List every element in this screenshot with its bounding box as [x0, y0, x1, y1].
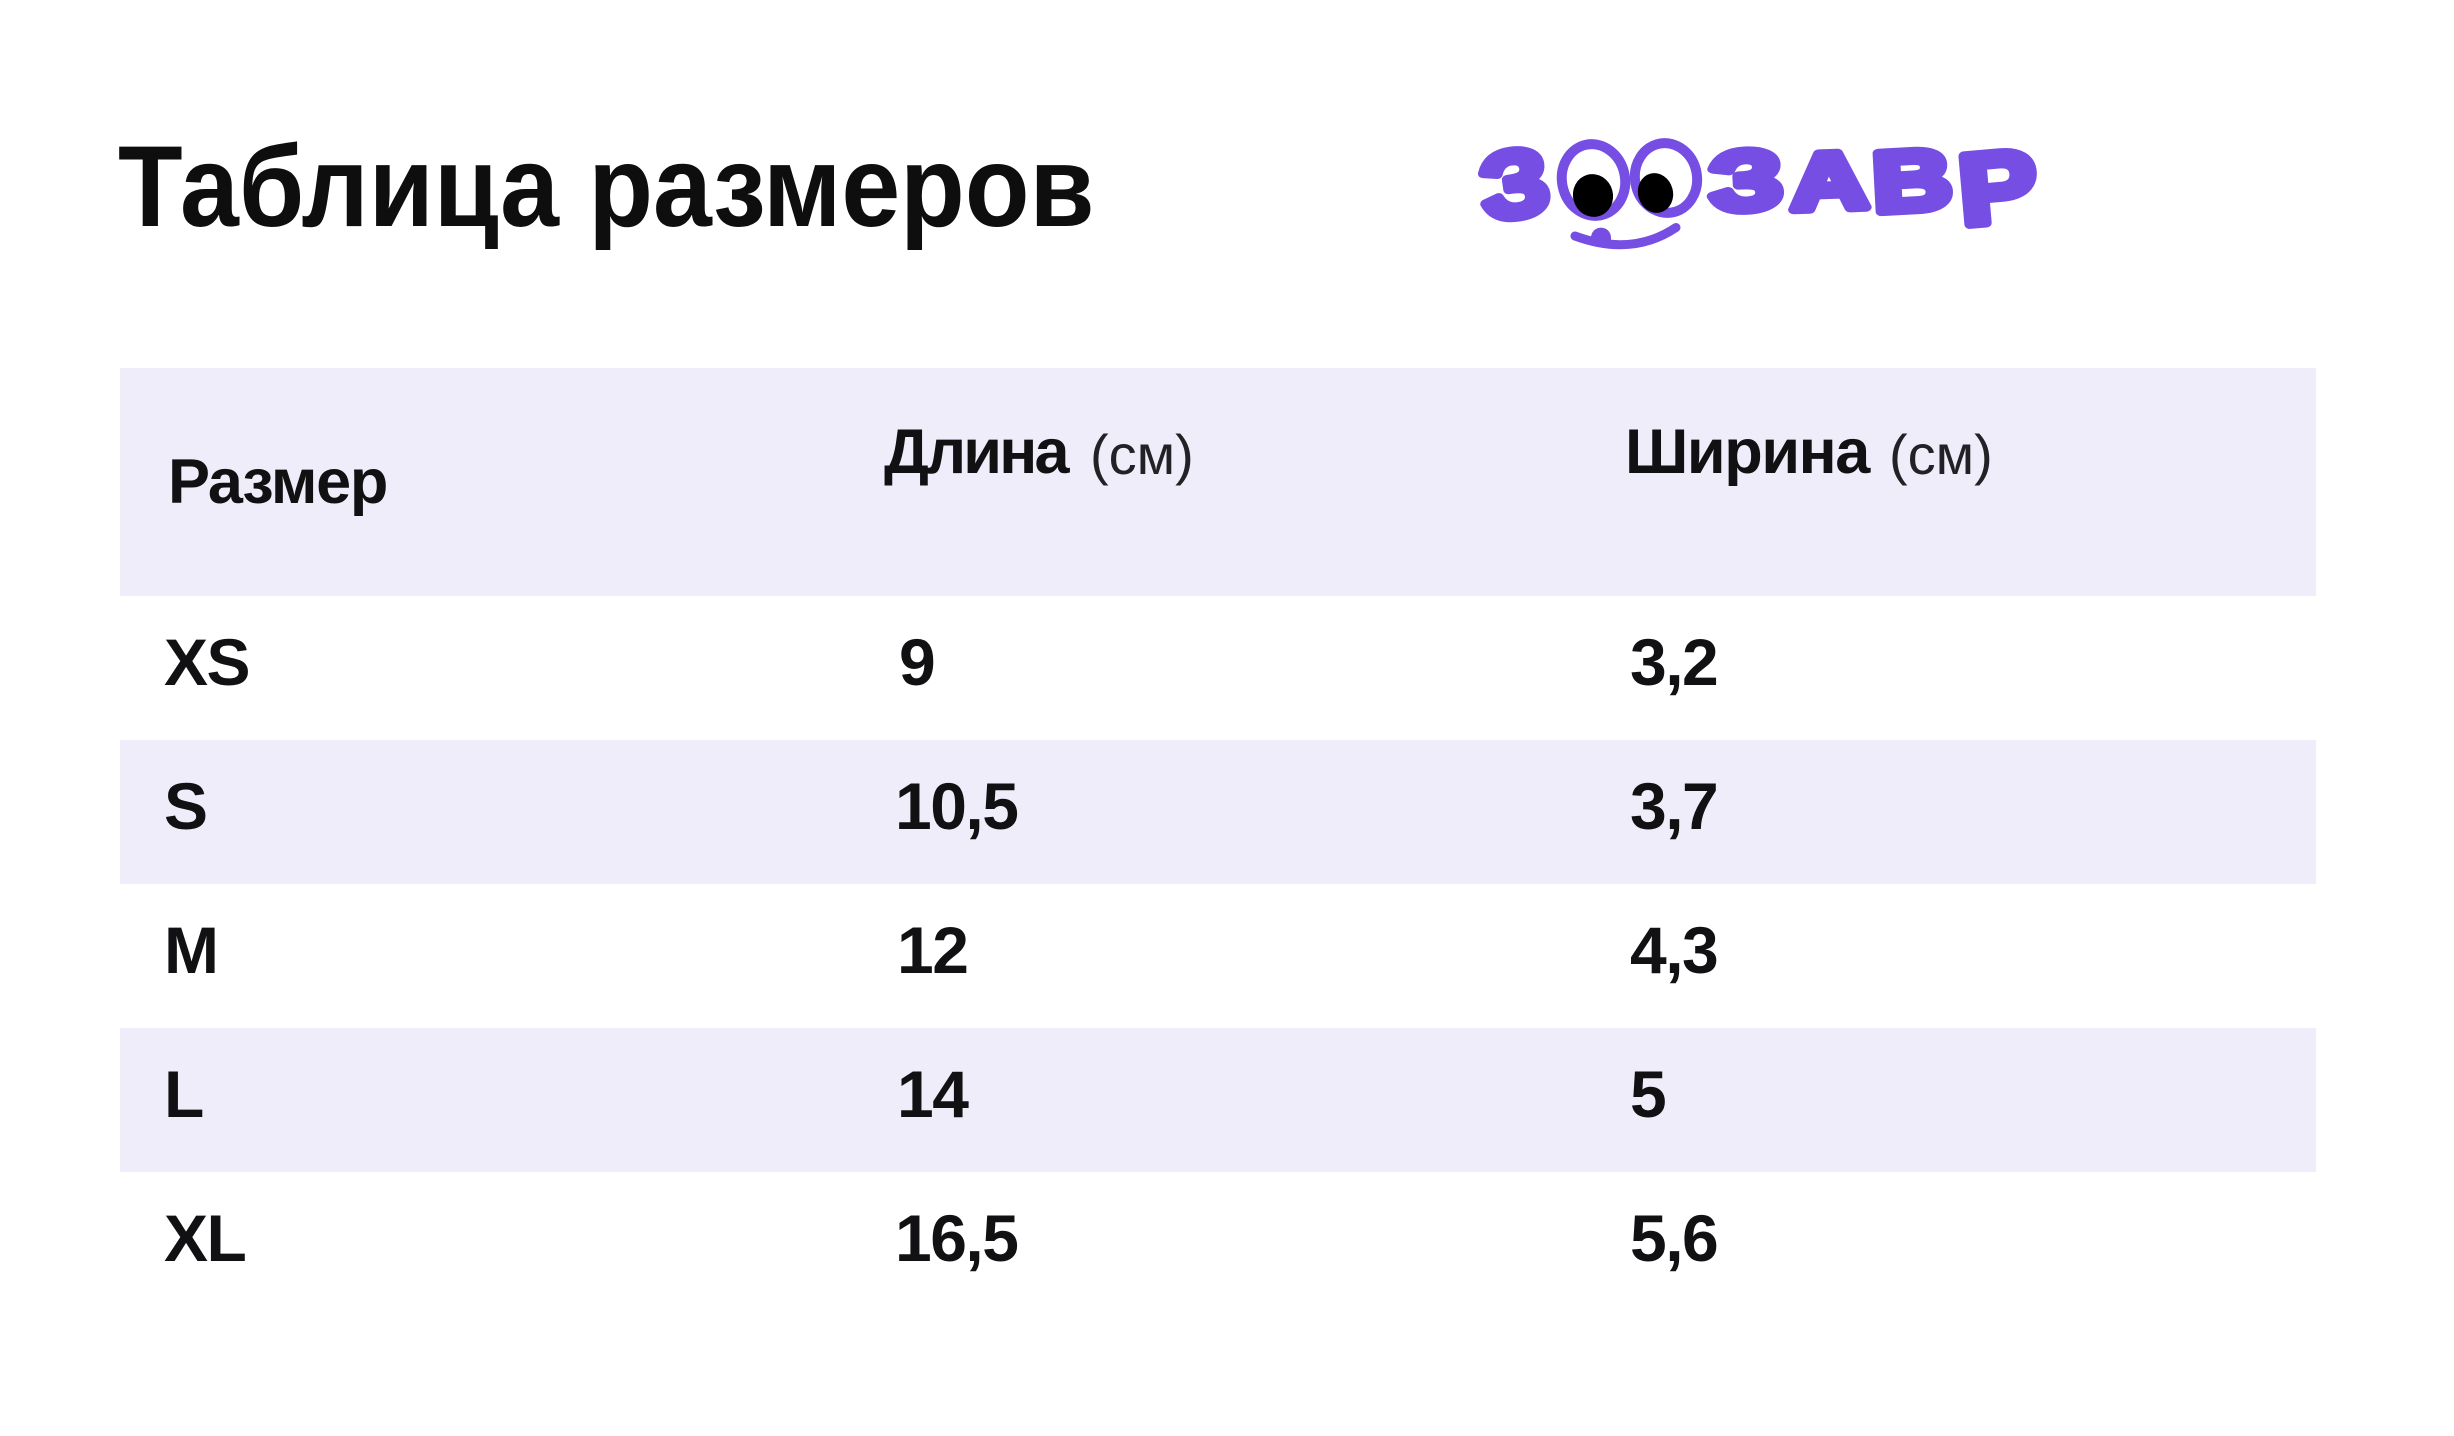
- svg-text:Р: Р: [1954, 129, 2041, 247]
- svg-text:А: А: [1789, 135, 1869, 227]
- svg-text:В: В: [1870, 132, 1954, 231]
- svg-text:З: З: [1474, 127, 1556, 240]
- svg-text:З: З: [1707, 132, 1785, 230]
